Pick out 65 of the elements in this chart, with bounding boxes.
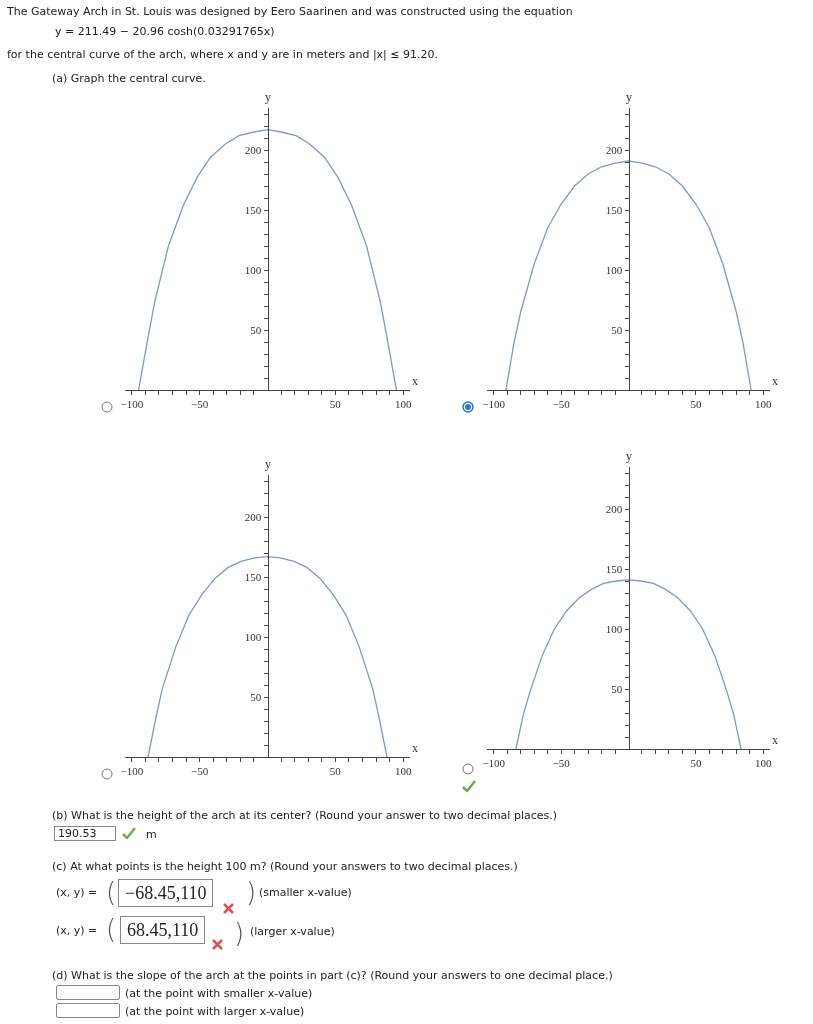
text: ( — [106, 877, 117, 907]
y-tick-label: 50 — [611, 682, 623, 695]
x-tick-label: −50 — [552, 398, 571, 411]
x-tick-label: −50 — [552, 757, 571, 770]
x-tick-label: −100 — [482, 757, 506, 770]
text: −68.45,110 — [118, 879, 214, 907]
x-tick-label: −100 — [482, 398, 506, 411]
y-tick-label: 150 — [605, 562, 623, 575]
text: for the central curve of the arch, where x and y are in meters and |x| ≤ 91.20. — [7, 48, 439, 61]
x-tick-label: 50 — [329, 765, 342, 778]
x-tick-label: −100 — [120, 398, 144, 411]
x-tick-label: −50 — [191, 398, 209, 411]
line-series — [147, 555, 388, 757]
y-tick-label: 150 — [244, 203, 262, 216]
y-tick-label: 150 — [244, 570, 262, 583]
x-tick-label: 50 — [329, 398, 342, 411]
text: (at the point with smaller x-value) — [125, 987, 313, 1000]
text: (a) Graph the central curve. — [52, 72, 206, 85]
text: y = 211.49 − 20.96 cosh(0.03291765x) — [55, 25, 275, 38]
y-tick-label: 100 — [605, 263, 623, 276]
x-tick-label: −100 — [120, 765, 144, 778]
text: (x, y) = — [56, 886, 98, 899]
text: ( — [106, 914, 117, 944]
x-tick-label: 100 — [755, 757, 773, 770]
text: (c) At what points is the height 100 m? (Round your answers to two decimal places.) — [52, 860, 518, 873]
x-tick-label: 50 — [690, 398, 702, 411]
text: The Gateway Arch in St. Louis was designed by Eero Saarinen and was constructed using the equation — [7, 5, 573, 18]
x-tick-label: −50 — [191, 765, 209, 778]
text: m — [146, 828, 157, 841]
x-axis-title: x — [772, 733, 778, 747]
y-tick-label: 50 — [250, 323, 262, 336]
y-tick-label: 50 — [611, 323, 623, 336]
x-axis-title: x — [412, 741, 418, 755]
y-tick-label: 50 — [250, 690, 262, 703]
x-axis-title: x — [412, 374, 418, 388]
x-tick-label: 50 — [690, 757, 702, 770]
y-tick-label: 200 — [605, 502, 623, 515]
text: (x, y) = — [56, 924, 98, 937]
line-series — [505, 160, 752, 390]
text: (larger x-value) — [250, 925, 335, 938]
y-axis-title: y — [265, 90, 271, 104]
y-tick-label: 200 — [605, 143, 623, 156]
x-axis-title: x — [772, 374, 778, 388]
y-tick-label: 150 — [605, 203, 623, 216]
y-tick-label: 200 — [244, 510, 262, 523]
y-tick-label: 200 — [244, 143, 262, 156]
y-axis-title: y — [626, 449, 632, 463]
x-tick-label: 100 — [394, 398, 412, 411]
y-tick-label: 100 — [605, 622, 623, 635]
text: (smaller x-value) — [259, 886, 352, 899]
text: ) — [246, 877, 257, 907]
y-axis-title: y — [265, 457, 271, 471]
line-series — [515, 579, 742, 749]
y-tick-label: 100 — [244, 630, 262, 643]
line-series — [137, 128, 398, 390]
text: (at the point with larger x-value) — [125, 1005, 305, 1018]
y-tick-label: 100 — [244, 263, 262, 276]
text: 190.53 — [54, 826, 116, 841]
text: ) — [234, 918, 245, 948]
y-axis-title: y — [626, 90, 632, 104]
x-tick-label: 100 — [755, 398, 773, 411]
text: (b) What is the height of the arch at its center? (Round your answer to two decimal places.) — [52, 809, 558, 822]
text: (d) What is the slope of the arch at the points in part (c)? (Round your answers to one decimal place.) — [52, 969, 613, 982]
x-tick-label: 100 — [394, 765, 412, 778]
text: 68.45,110 — [120, 916, 206, 944]
